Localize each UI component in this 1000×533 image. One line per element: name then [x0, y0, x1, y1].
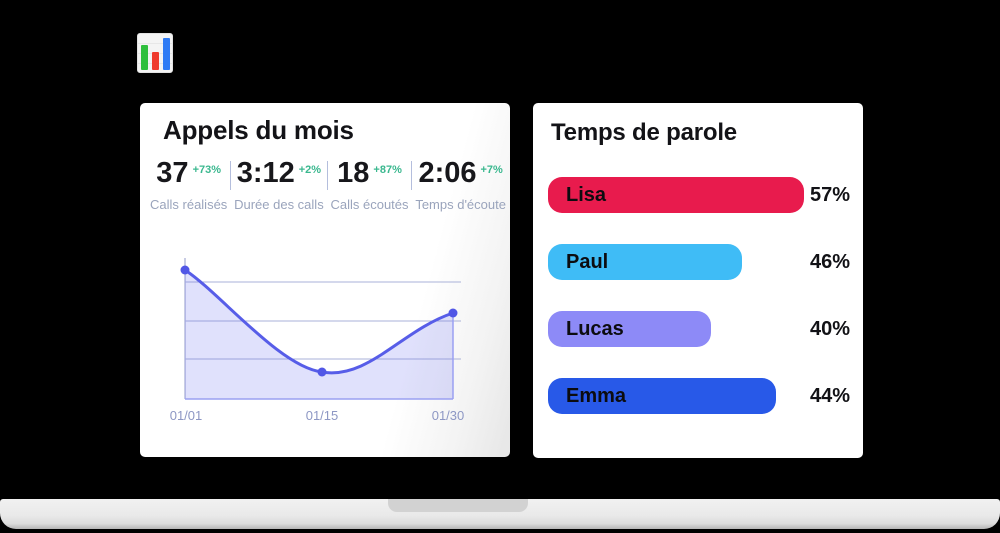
stat-value: 18: [337, 157, 370, 189]
data-point: [317, 367, 327, 377]
bar-emma: Emma: [548, 378, 776, 414]
talk-row-emma: Emma 44%: [548, 378, 850, 414]
bar-label: Lucas: [566, 317, 624, 340]
bar-percentage: 57%: [809, 183, 850, 206]
calls-stats-row: 37 +73% Calls réalisés 3:12 +2% Durée des …: [150, 157, 506, 212]
talk-time-card-title: Temps de parole: [551, 119, 737, 146]
stat-label: Durée des calls: [234, 196, 324, 212]
talk-time-bars: Lisa 57% Paul 46% Lucas 40% Emma: [548, 177, 850, 445]
bar-percentage: 44%: [809, 384, 850, 407]
stat-duree-calls: 3:12 +2% Durée des calls: [234, 157, 324, 212]
stat-delta: +2%: [298, 164, 322, 176]
bar-label: Lisa: [566, 183, 607, 206]
bar-chart-icon: [137, 33, 173, 73]
talk-row-lisa: Lisa 57%: [548, 177, 850, 213]
stat-value: 37: [156, 157, 189, 189]
stat-delta: +87%: [373, 164, 402, 176]
stat-value: 2:06: [418, 157, 477, 189]
bar-paul: Paul: [548, 244, 742, 280]
calls-line-chart: 01/01 01/15 01/30: [170, 258, 465, 423]
bar-lisa: Lisa: [548, 177, 804, 213]
x-tick-label: 01/30: [432, 408, 465, 423]
stat-value: 3:12: [236, 157, 295, 189]
x-tick-label: 01/15: [306, 408, 339, 423]
icon-bar-green: [140, 45, 148, 70]
talk-time-card: Temps de parole Lisa 57% Paul 46% Lucas …: [533, 103, 863, 458]
stat-label: Calls réalisés: [150, 196, 228, 212]
bar-percentage: 46%: [809, 250, 850, 273]
data-point: [180, 265, 190, 275]
bar-label: Emma: [566, 384, 627, 407]
stat-divider: [411, 161, 413, 190]
talk-row-lucas: Lucas 40%: [548, 311, 850, 347]
stat-label: Calls écoutés: [330, 196, 409, 212]
stat-calls-ecoutes: 18 +87% Calls écoutés: [330, 157, 409, 212]
bar-lucas: Lucas: [548, 311, 711, 347]
stat-divider: [326, 161, 328, 190]
stat-temps-ecoute: 2:06 +7% Temps d'écoute: [415, 157, 506, 212]
stat-delta: +7%: [480, 164, 503, 176]
icon-bar-blue: [162, 38, 170, 70]
laptop-notch: [388, 499, 528, 512]
stat-calls-realises: 37 +73% Calls réalisés: [150, 157, 228, 212]
bar-percentage: 40%: [809, 317, 850, 340]
data-point: [448, 308, 458, 318]
stat-label: Temps d'écoute: [415, 196, 506, 212]
stat-delta: +73%: [192, 164, 222, 176]
area-fill: [185, 270, 453, 399]
bar-label: Paul: [566, 250, 609, 273]
calls-card-title: Appels du mois: [163, 115, 354, 145]
stat-divider: [230, 161, 232, 190]
x-tick-label: 01/01: [170, 408, 203, 423]
talk-row-paul: Paul 46%: [548, 244, 850, 280]
laptop-base: [0, 499, 1000, 529]
icon-bar-red: [151, 52, 159, 70]
calls-card: Appels du mois 37 +73% Calls réalisés 3:1…: [140, 103, 510, 457]
